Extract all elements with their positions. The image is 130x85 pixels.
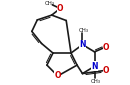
- Text: CH₃: CH₃: [45, 1, 55, 6]
- Text: O: O: [103, 66, 110, 75]
- Text: O: O: [54, 71, 61, 80]
- Text: N: N: [79, 40, 86, 49]
- Text: O: O: [103, 43, 110, 52]
- Text: CH₃: CH₃: [90, 79, 101, 84]
- Text: N: N: [91, 62, 98, 71]
- Text: CH₃: CH₃: [78, 28, 89, 33]
- Text: O: O: [57, 4, 63, 13]
